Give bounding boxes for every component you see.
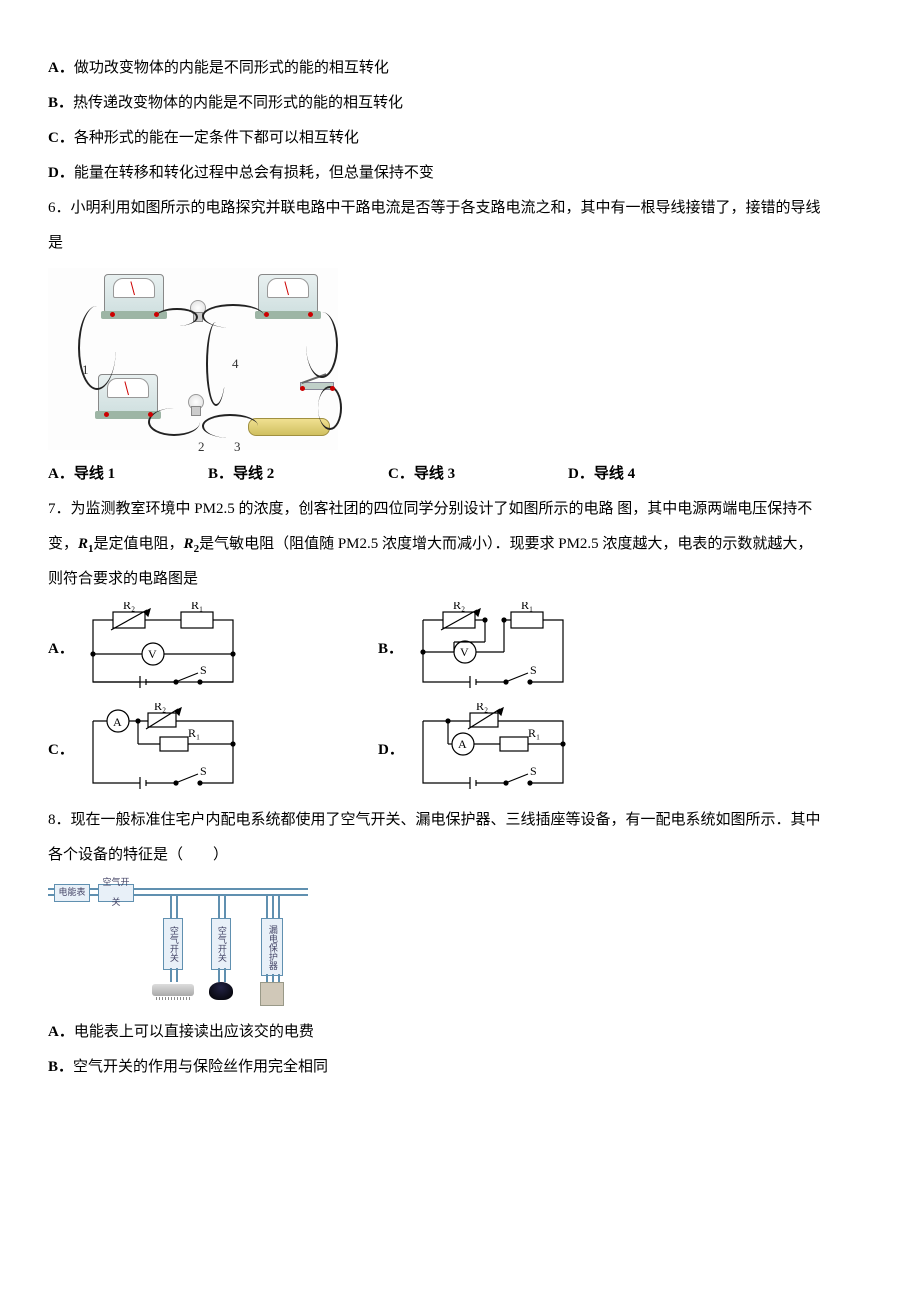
circuit-d-svg: R₂ R₁ A S <box>408 703 578 798</box>
q7-labelB: B． <box>378 633 408 666</box>
q7-s2a: 变， <box>48 536 78 552</box>
circ-a-r2-label: R₂ <box>123 602 135 612</box>
q7-r2: R <box>184 536 194 552</box>
q7-stem-line3: 则符合要求的电路图是 <box>48 563 872 596</box>
q6-optD: D．导线 4 <box>568 458 748 491</box>
q6-optA: A．导线 1 <box>48 458 208 491</box>
circ-a-r1-label: R₁ <box>191 602 203 612</box>
circuit-c-svg: A R₂ R₁ S <box>78 703 248 798</box>
q7-stem-line1: 7．为监测教室环境中 PM2.5 的浓度，创客社团的四位同学分别设计了如图所示的… <box>48 493 872 526</box>
q6-stem-line1: 6．小明利用如图所示的电路探究并联电路中干路电流是否等于各支路电流之和，其中有一… <box>48 192 872 225</box>
q8-num: 8． <box>48 812 71 828</box>
q6-optC: C．导线 3 <box>388 458 568 491</box>
q6-num: 6． <box>48 200 71 216</box>
circ-d-r1-label: R₁ <box>528 726 540 740</box>
circuit-a-svg: R₂ R₁ V S <box>78 602 248 697</box>
rice-cooker-icon <box>209 982 233 1000</box>
q6-circuit-diagram: 1 2 3 4 <box>48 268 338 450</box>
q5-optC-label: C． <box>48 130 74 146</box>
q6-stem1: 小明利用如图所示的电路探究并联电路中干路电流是否等于各支路电流之和，其中有一根导… <box>71 200 821 216</box>
q8-optA-text: 电能表上可以直接读出应该交的电费 <box>74 1024 314 1040</box>
ammeter-top-right-icon <box>258 274 318 314</box>
q7-labelD: D． <box>378 734 408 767</box>
q8-optA-label: A． <box>48 1024 74 1040</box>
q5-optD-label: D． <box>48 165 74 181</box>
q7-stem1: 为监测教室环境中 PM2.5 的浓度，创客社团的四位同学分别设计了如图所示的电路… <box>71 501 813 517</box>
circ-c-s-label: S <box>200 764 207 778</box>
q7-circuit-a: R₂ R₁ V S <box>78 602 248 697</box>
q8-optB-text: 空气开关的作用与保险丝作用完全相同 <box>73 1059 328 1075</box>
q6-stem-line2: 是 <box>48 227 872 260</box>
q5-optB-text: 热传递改变物体的内能是不同形式的能的相互转化 <box>73 95 403 111</box>
q5-optD-text: 能量在转移和转化过程中总会有损耗，但总量保持不变 <box>74 165 434 181</box>
ammeter-top-left-icon <box>104 274 164 314</box>
circ-d-r2-label: R₂ <box>476 703 488 713</box>
q5-optA-label: A． <box>48 60 74 76</box>
aircon-icon <box>152 984 194 996</box>
rcd-box: 漏电保护器 <box>261 918 283 976</box>
q7-circuit-d: R₂ R₁ A S <box>408 703 578 798</box>
q7-r1: R <box>78 536 88 552</box>
q7-num: 7． <box>48 501 71 517</box>
q7-labelC: C． <box>48 734 78 767</box>
q8-option-a: A．电能表上可以直接读出应该交的电费 <box>48 1016 872 1049</box>
air-main-box: 空气开关 <box>98 884 134 902</box>
q5-optA-text: 做功改变物体的内能是不同形式的能的相互转化 <box>74 60 389 76</box>
air-sw-1-box: 空气开关 <box>163 918 183 970</box>
circ-b-r1-label: R₁ <box>521 602 533 612</box>
q6-options-row: A．导线 1 B．导线 2 C．导线 3 D．导线 4 <box>48 458 872 491</box>
q8-optB-label: B． <box>48 1059 73 1075</box>
q8-option-b: B．空气开关的作用与保险丝作用完全相同 <box>48 1051 872 1084</box>
q5-option-b: B．热传递改变物体的内能是不同形式的能的相互转化 <box>48 87 872 120</box>
circ-c-a-label: A <box>113 715 122 729</box>
q7-stem-line2: 变，R1是定值电阻，R2是气敏电阻（阻值随 PM2.5 浓度增大而减小）．现要求… <box>48 528 872 561</box>
q7-s2b: 是定值电阻， <box>94 536 184 552</box>
battery-icon <box>248 418 330 436</box>
q8-stem-line2: 各个设备的特征是（ ） <box>48 839 872 872</box>
air-sw-2-box: 空气开关 <box>211 918 231 970</box>
circ-d-s-label: S <box>530 764 537 778</box>
q7-s2c: 是气敏电阻（阻值随 PM2.5 浓度增大而减小）．现要求 PM2.5 浓度越大，… <box>199 536 812 552</box>
q8-stem1: 现在一般标准住宅户内配电系统都使用了空气开关、漏电保护器、三线插座等设备，有一配… <box>71 812 821 828</box>
circ-a-v-label: V <box>148 647 157 661</box>
circ-b-r2-label: R₂ <box>453 602 465 612</box>
q8-diagram: 电能表 空气开关 空气开关 空气开关 漏电保护器 <box>48 880 308 1008</box>
circ-b-s-label: S <box>530 663 537 677</box>
wire-label-3: 3 <box>234 433 241 462</box>
q7-labelA: A． <box>48 633 78 666</box>
q5-optB-label: B． <box>48 95 73 111</box>
q5-option-c: C．各种形式的能在一定条件下都可以相互转化 <box>48 122 872 155</box>
circ-b-v-label: V <box>460 645 469 659</box>
q7-row2: C． A R₂ <box>48 703 872 798</box>
q5-option-d: D．能量在转移和转化过程中总会有损耗，但总量保持不变 <box>48 157 872 190</box>
meter-box: 电能表 <box>54 884 90 902</box>
circuit-b-svg: R₂ R₁ V S <box>408 602 578 697</box>
q7-circuit-b: R₂ R₁ V S <box>408 602 578 697</box>
socket-icon <box>260 982 284 1006</box>
wire-label-2: 2 <box>198 433 205 462</box>
q5-option-a: A．做功改变物体的内能是不同形式的能的相互转化 <box>48 52 872 85</box>
circ-c-r1-label: R₁ <box>188 726 200 740</box>
circ-c-r2-label: R₂ <box>154 703 166 713</box>
q5-optC-text: 各种形式的能在一定条件下都可以相互转化 <box>74 130 359 146</box>
q7-row1: A． R₂ <box>48 602 872 697</box>
circ-a-s-label: S <box>200 663 207 677</box>
q8-stem-line1: 8．现在一般标准住宅户内配电系统都使用了空气开关、漏电保护器、三线插座等设备，有… <box>48 804 872 837</box>
wire-label-4: 4 <box>232 350 239 379</box>
q7-circuit-c: A R₂ R₁ S <box>78 703 248 798</box>
wire-label-1: 1 <box>82 356 89 385</box>
q6-optB: B．导线 2 <box>208 458 388 491</box>
circ-d-a-label: A <box>458 737 467 751</box>
